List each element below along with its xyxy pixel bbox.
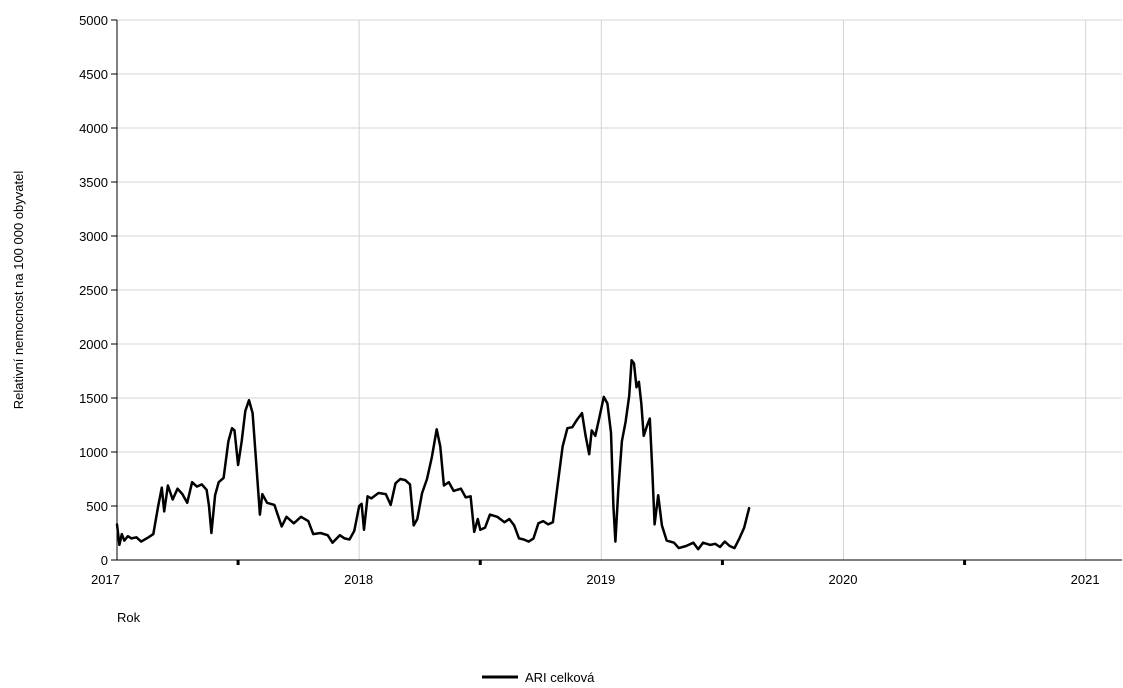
x-axis-title: Rok (117, 610, 141, 625)
y-tick-label-2500: 2500 (79, 283, 108, 298)
x-tick-label-2020: 2020 (829, 572, 858, 587)
x-tick-label-2018: 2018 (344, 572, 373, 587)
y-tick-label-1500: 1500 (79, 391, 108, 406)
series-layer (115, 358, 751, 551)
x-tick-label-2021: 2021 (1071, 572, 1100, 587)
series-line-0 (115, 358, 751, 551)
y-tick-label-1000: 1000 (79, 445, 108, 460)
y-tick-label-4000: 4000 (79, 121, 108, 136)
legend: ARI celková (482, 670, 595, 685)
y-tick-label-3500: 3500 (79, 175, 108, 190)
y-tick-label-4500: 4500 (79, 67, 108, 82)
y-tick-label-0: 0 (101, 553, 108, 568)
y-tick-label-3000: 3000 (79, 229, 108, 244)
x-tick-label-2019: 2019 (586, 572, 615, 587)
y-tick-label-500: 500 (86, 499, 108, 514)
axes-layer: 0 500 1000 1500 2000 2500 3000 3500 4000 4500 5000… (79, 13, 1122, 587)
grid-layer (117, 19, 1122, 560)
legend-label-ari-celkova: ARI celková (525, 670, 595, 685)
y-axis-title: Relativní nemocnost na 100 000 obyvatel (11, 171, 26, 410)
y-tick-label-2000: 2000 (79, 337, 108, 352)
y-tick-label-5000: 5000 (79, 13, 108, 28)
x-tick-label-2017: 2017 (91, 572, 120, 587)
